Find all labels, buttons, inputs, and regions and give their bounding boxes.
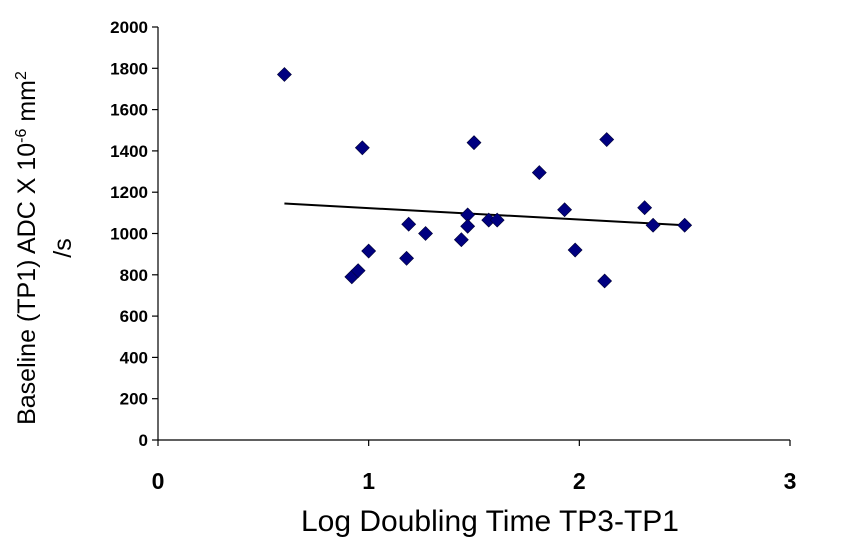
data-point	[597, 273, 613, 289]
x-tick-label: 1	[362, 468, 375, 494]
y-tick-label: 2000	[110, 18, 148, 37]
data-point	[460, 218, 476, 234]
y-tick-label: 600	[120, 307, 148, 326]
data-point	[350, 263, 366, 279]
y-axis-ticks: 0 200 400 600 800 1000 1200 1400 1600 1800 2000	[110, 18, 158, 450]
data-point	[599, 132, 615, 147]
y-axis-label: Baseline (TP1) ADC X 10-6 mm2 /s	[13, 71, 77, 425]
data-point	[453, 232, 469, 248]
data-point	[276, 67, 292, 82]
data-point	[401, 216, 417, 232]
y-tick-label: 400	[120, 348, 148, 367]
y-tick-label: 1400	[110, 142, 148, 161]
data-point	[354, 140, 370, 156]
y-tick-label: 800	[120, 266, 148, 285]
x-axis-ticks: 0 1 2 3	[152, 440, 797, 494]
data-point	[677, 217, 693, 233]
data-point	[557, 202, 573, 218]
data-point	[489, 212, 505, 228]
data-point	[567, 242, 583, 258]
data-point	[645, 217, 661, 233]
trendline	[284, 202, 685, 227]
data-point	[418, 226, 433, 241]
x-tick-label: 3	[784, 468, 797, 494]
data-points	[276, 67, 693, 289]
y-tick-label: 1000	[110, 225, 148, 244]
data-point	[399, 250, 415, 266]
x-axis-label: Log Doubling Time TP3-TP1	[301, 505, 679, 538]
y-axis-label-line1: Baseline (TP1) ADC X 10-6 mm2	[13, 71, 41, 425]
data-point	[531, 165, 547, 181]
y-tick-label: 0	[139, 431, 148, 450]
trendline-layer	[284, 202, 685, 227]
y-tick-label: 1600	[110, 101, 148, 120]
data-point	[637, 200, 653, 216]
x-tick-label: 0	[152, 468, 165, 494]
y-tick-label: 1200	[110, 183, 148, 202]
data-point	[361, 243, 377, 259]
plot-area	[157, 27, 790, 441]
y-axis-label-line2: /s	[49, 238, 77, 257]
data-point	[466, 135, 482, 151]
x-tick-label: 2	[573, 468, 586, 494]
y-tick-label: 200	[120, 390, 148, 409]
y-tick-label: 1800	[110, 59, 148, 78]
